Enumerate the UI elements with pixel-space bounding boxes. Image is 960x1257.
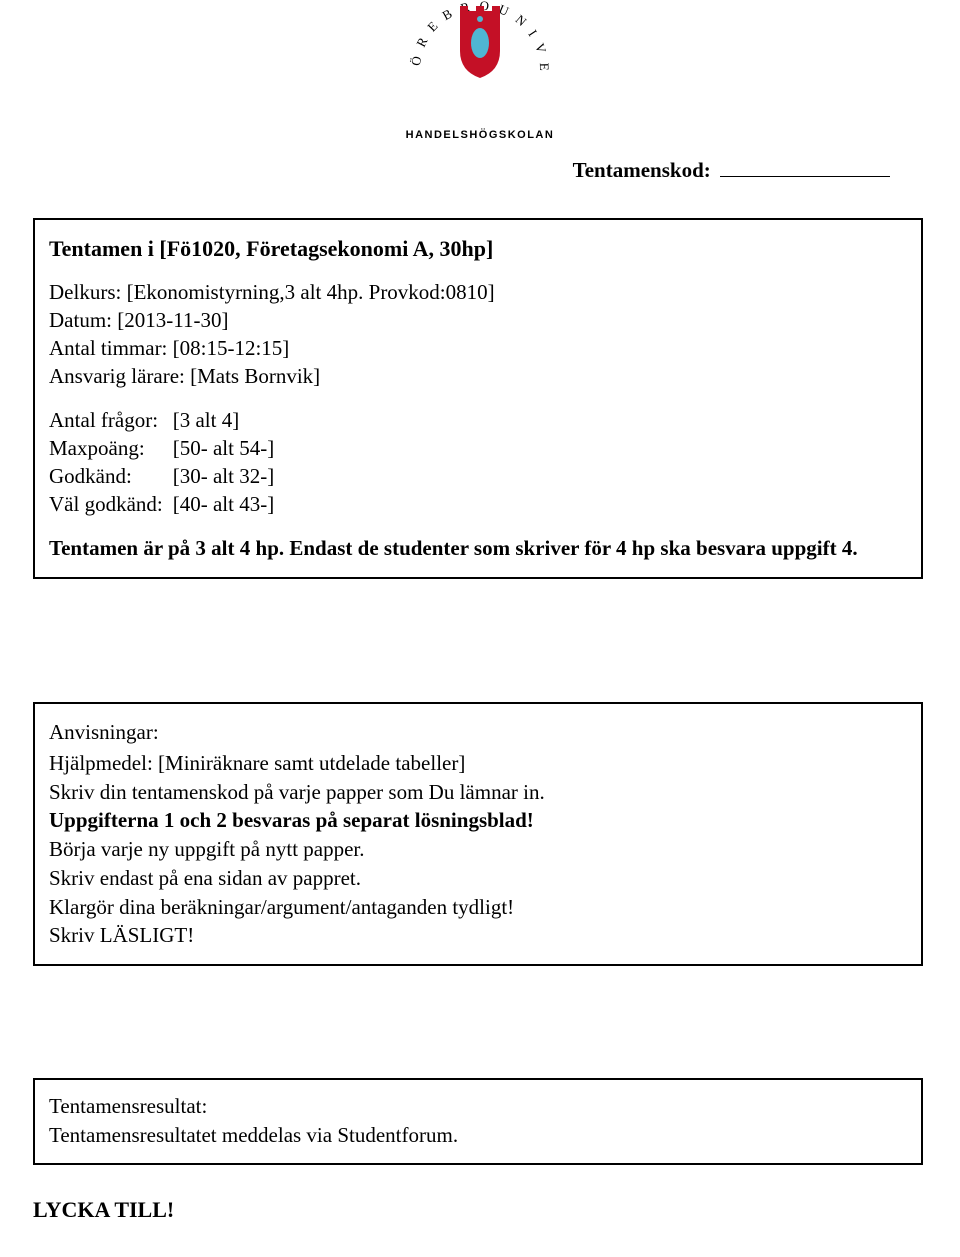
grading-table: Antal frågor: [3 alt 4] Maxpoäng: [50- a… (49, 407, 284, 519)
exam-title: Tentamen i [Fö1020, Företagsekonomi A, 3… (49, 234, 907, 263)
tentamenskod-label: Tentamenskod: (573, 158, 890, 183)
exam-info-box: Tentamen i [Fö1020, Företagsekonomi A, 3… (33, 218, 923, 579)
antal-fragor-label: Antal frågor: (49, 407, 173, 435)
exam-details-group: Delkurs: [Ekonomistyrning,3 alt 4hp. Pro… (49, 279, 907, 391)
maxpoang-value: [50- alt 54-] (173, 435, 284, 463)
result-box: Tentamensresultat: Tentamensresultatet m… (33, 1078, 923, 1165)
instr-line-4: Skriv endast på ena sidan av pappret. (49, 864, 907, 893)
subschool-label: HANDELSHÖGSKOLAN (0, 129, 960, 141)
result-header: Tentamensresultat: (49, 1092, 907, 1121)
hjalp-line: Hjälpmedel: [Miniräknare samt utdelade t… (49, 749, 907, 778)
antal-timmar-line: Antal timmar: [08:15-12:15] (49, 335, 907, 363)
tentamenskod-blank (720, 176, 890, 177)
result-text: Tentamensresultatet meddelas via Student… (49, 1121, 907, 1150)
tentamenskod-text: Tentamenskod: (573, 158, 711, 182)
university-logo: Ö R E B R O U N I V E R S I T E T (390, 0, 570, 118)
ansvarig-line: Ansvarig lärare: [Mats Bornvik] (49, 363, 907, 391)
hp-note: Tentamen är på 3 alt 4 hp. Endast de stu… (49, 535, 907, 563)
antal-fragor-value: [3 alt 4] (173, 407, 284, 435)
valgodkand-label: Väl godkänd: (49, 491, 173, 519)
instr-line-2: Uppgifterna 1 och 2 besvaras på separat … (49, 806, 907, 835)
delkurs-line: Delkurs: [Ekonomistyrning,3 alt 4hp. Pro… (49, 279, 907, 307)
instr-line-6: Skriv LÄSLIGT! (49, 921, 907, 950)
instr-line-1: Skriv din tentamenskod på varje papper s… (49, 778, 907, 807)
maxpoang-label: Maxpoäng: (49, 435, 173, 463)
logo: Ö R E B R O U N I V E R S I T E T HANDEL… (0, 0, 960, 141)
good-luck: LYCKA TILL! (33, 1197, 174, 1223)
godkand-value: [30- alt 32-] (173, 463, 284, 491)
instr-line-3: Börja varje ny uppgift på nytt papper. (49, 835, 907, 864)
anvisningar-label: Anvisningar: (49, 718, 907, 747)
godkand-label: Godkänd: (49, 463, 173, 491)
instructions-box: Anvisningar: Hjälpmedel: [Miniräknare sa… (33, 702, 923, 966)
valgodkand-value: [40- alt 43-] (173, 491, 284, 519)
instr-line-5: Klargör dina beräkningar/argument/antaga… (49, 893, 907, 922)
datum-line: Datum: [2013-11-30] (49, 307, 907, 335)
